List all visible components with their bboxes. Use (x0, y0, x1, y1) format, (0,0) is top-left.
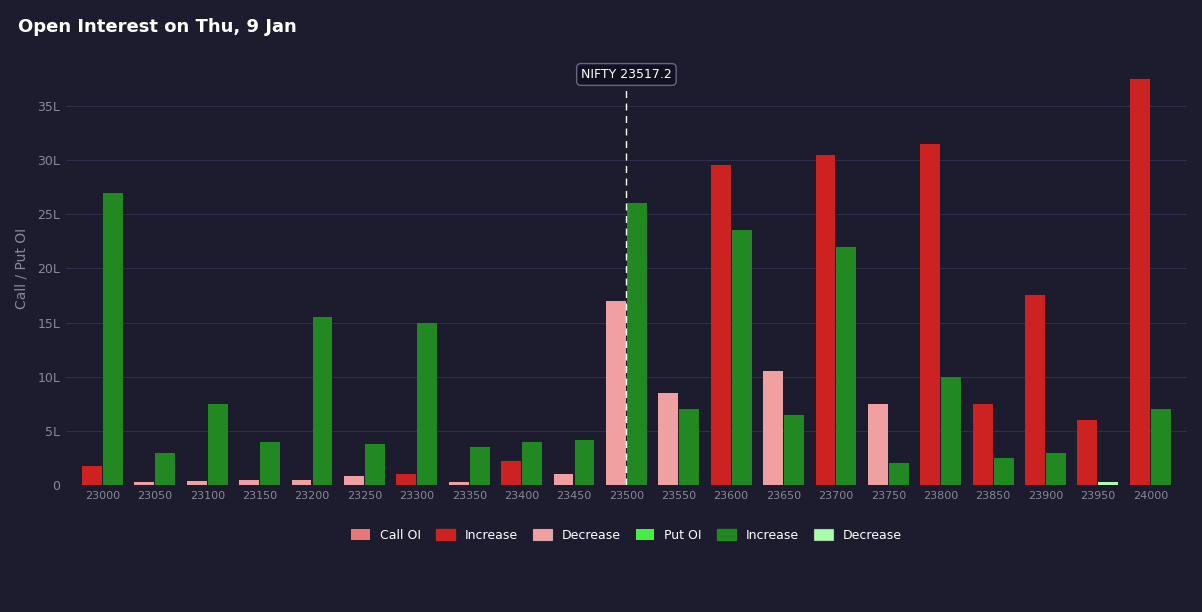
Bar (448, 482, 469, 485)
Bar (1077, 420, 1097, 485)
Bar (208, 404, 227, 485)
Bar (659, 393, 678, 485)
Bar (470, 447, 489, 485)
Bar (501, 461, 522, 485)
Bar (815, 155, 835, 485)
Bar (313, 317, 333, 485)
Bar (921, 144, 940, 485)
Bar (710, 165, 731, 485)
Bar (921, 144, 940, 485)
Bar (186, 480, 207, 485)
Bar (1025, 296, 1045, 485)
Bar (292, 480, 311, 485)
Bar (501, 461, 522, 485)
Bar (710, 165, 731, 485)
Bar (575, 439, 595, 485)
Bar (888, 463, 909, 485)
Bar (135, 482, 154, 485)
Bar (994, 458, 1013, 485)
Bar (365, 444, 385, 485)
Bar (1046, 452, 1066, 485)
Bar (417, 323, 438, 485)
Bar (260, 442, 280, 485)
Bar (365, 444, 385, 485)
Bar (868, 404, 888, 485)
Bar (313, 317, 333, 485)
Bar (679, 409, 700, 485)
Bar (82, 466, 102, 485)
Bar (522, 442, 542, 485)
Bar (155, 452, 175, 485)
Bar (575, 439, 595, 485)
Bar (239, 480, 260, 485)
Bar (888, 463, 909, 485)
Bar (1046, 452, 1066, 485)
Bar (732, 231, 751, 485)
Bar (606, 301, 626, 485)
Bar (1025, 296, 1045, 485)
Bar (260, 442, 280, 485)
Bar (941, 377, 962, 485)
Bar (522, 442, 542, 485)
Bar (470, 447, 489, 485)
Bar (994, 458, 1013, 485)
Bar (815, 155, 835, 485)
Bar (1150, 409, 1171, 485)
Bar (784, 414, 804, 485)
Bar (627, 203, 647, 485)
Bar (397, 476, 416, 485)
Bar (763, 371, 783, 485)
Bar (1099, 482, 1118, 485)
Bar (784, 414, 804, 485)
Text: NIFTY 23517.2: NIFTY 23517.2 (581, 68, 672, 81)
Text: Open Interest on Thu, 9 Jan: Open Interest on Thu, 9 Jan (18, 18, 297, 36)
Bar (554, 474, 573, 485)
Bar (972, 404, 993, 485)
Bar (1077, 420, 1097, 485)
Bar (837, 247, 856, 485)
Bar (417, 323, 438, 485)
Bar (103, 193, 123, 485)
Bar (1130, 79, 1150, 485)
Bar (627, 203, 647, 485)
Bar (1150, 409, 1171, 485)
Bar (397, 474, 416, 485)
Bar (679, 409, 700, 485)
Bar (732, 231, 751, 485)
Bar (208, 404, 227, 485)
Bar (837, 247, 856, 485)
Bar (1130, 79, 1150, 485)
Bar (155, 452, 175, 485)
Bar (972, 404, 993, 485)
Bar (941, 377, 962, 485)
Bar (103, 193, 123, 485)
Y-axis label: Call / Put OI: Call / Put OI (14, 228, 29, 309)
Legend: Call OI, Increase, Decrease, Put OI, Increase, Decrease: Call OI, Increase, Decrease, Put OI, Inc… (345, 523, 908, 548)
Bar (344, 476, 364, 485)
Bar (82, 466, 102, 485)
